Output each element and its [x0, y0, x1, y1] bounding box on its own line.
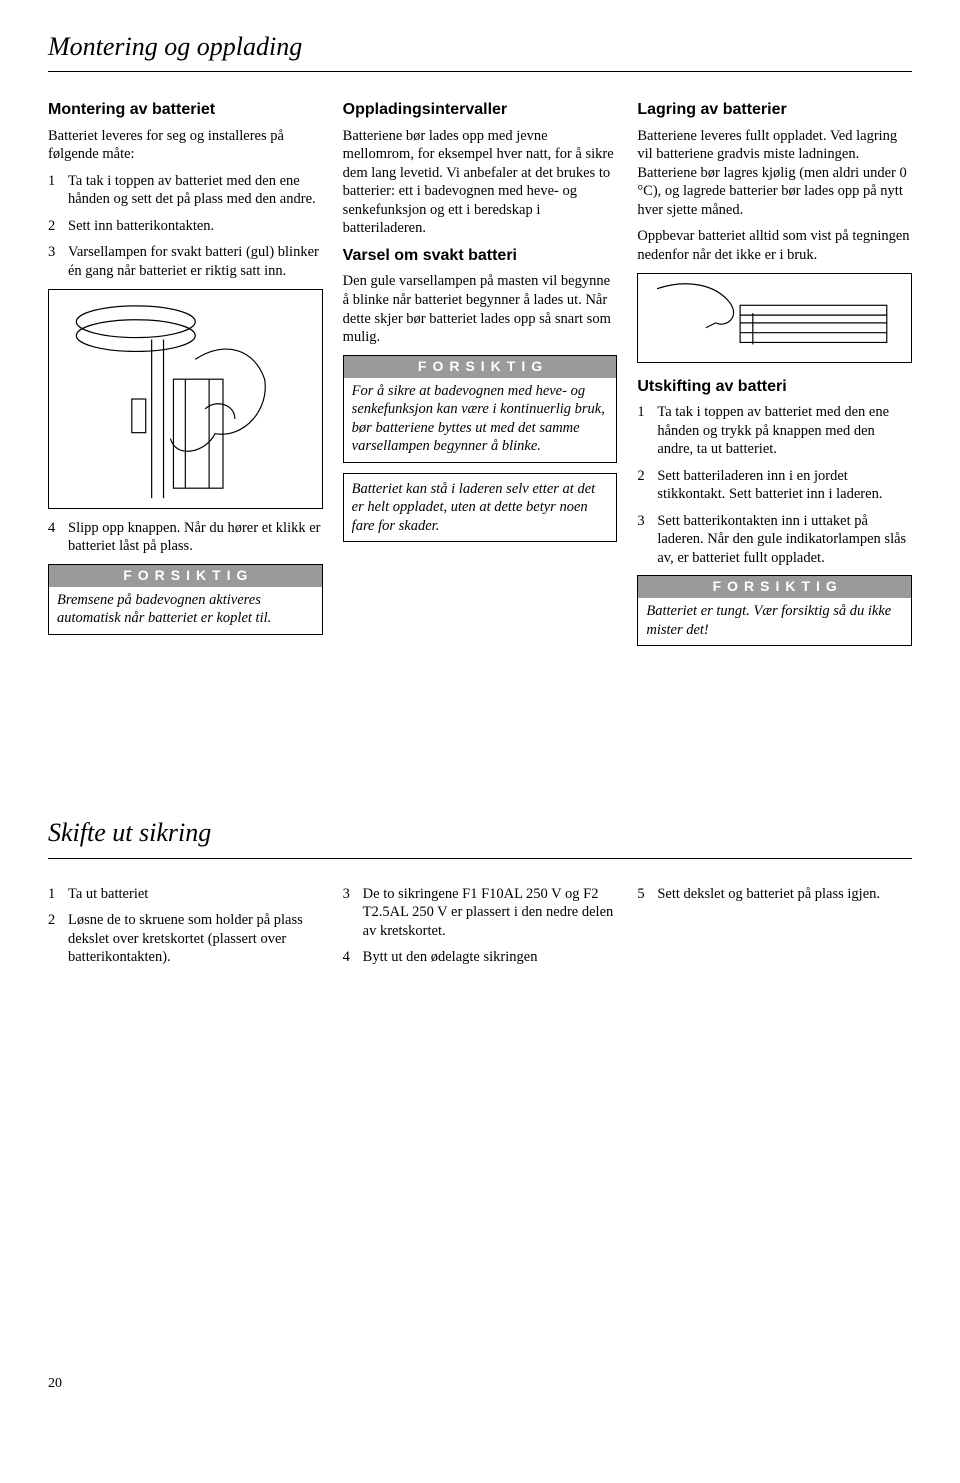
- step-text: De to sikringene F1 F10AL 250 V og F2 T2…: [363, 885, 618, 941]
- battery-install-icon: [49, 290, 322, 508]
- heading-low-battery: Varsel om svakt batteri: [343, 246, 618, 266]
- column-1: Montering av batteriet Batteriet leveres…: [48, 98, 323, 656]
- list-item: 3De to sikringene F1 F10AL 250 V og F2 T…: [343, 885, 618, 941]
- caution-text: For å sikre at badevognen med heve- og s…: [344, 378, 617, 462]
- fuse-steps-a: 1Ta ut batteriet 2Løsne de to skruene so…: [48, 885, 323, 967]
- step-text: Ta tak i toppen av batteriet med den ene…: [68, 172, 323, 209]
- step-number: 3: [343, 885, 363, 941]
- column-b3: 5Sett dekslet og batteriet på plass igje…: [637, 885, 912, 975]
- install-steps-cont: 4Slipp opp knappen. Når du hører et klik…: [48, 519, 323, 556]
- caution-text: Batteriet er tungt. Vær forsiktig så du …: [638, 598, 911, 645]
- heading-storage: Lagring av batterier: [637, 100, 912, 120]
- step-number: 2: [48, 911, 68, 967]
- battery-position-figure: [637, 273, 912, 363]
- list-item: 3Sett batterikontakten inn i uttaket på …: [637, 512, 912, 568]
- top-columns: Montering av batteriet Batteriet leveres…: [48, 98, 912, 656]
- step-text: Sett inn batterikontakten.: [68, 217, 323, 236]
- step-text: Varsellampen for svakt batteri (gul) bli…: [68, 243, 323, 280]
- battery-install-figure: [48, 289, 323, 509]
- step-text: Ta tak i toppen av batteriet med den ene…: [657, 403, 912, 459]
- note-box: Batteriet kan stå i laderen selv etter a…: [343, 473, 618, 543]
- step-number: 1: [48, 885, 68, 904]
- step-number: 2: [637, 467, 657, 504]
- step-text: Ta ut batteriet: [68, 885, 323, 904]
- intervals-text: Batteriene bør lades opp med jevne mello…: [343, 127, 618, 238]
- page-number: 20: [48, 1375, 912, 1393]
- step-number: 3: [637, 512, 657, 568]
- step-text: Slipp opp knappen. Når du hører et klikk…: [68, 519, 323, 556]
- caution-text: Bremsene på badevognen aktiveres automat…: [49, 587, 322, 634]
- step-text: Sett batterikontakten inn i uttaket på l…: [657, 512, 912, 568]
- list-item: 1Ta ut batteriet: [48, 885, 323, 904]
- storage-text-2: Oppbevar batteriet alltid som vist på te…: [637, 227, 912, 264]
- step-text: Sett batteriladeren inn i en jordet stik…: [657, 467, 912, 504]
- step-number: 2: [48, 217, 68, 236]
- list-item: 4Slipp opp knappen. Når du hører et klik…: [48, 519, 323, 556]
- caution-box: FORSIKTIG Batteriet er tungt. Vær forsik…: [637, 575, 912, 646]
- list-item: 1Ta tak i toppen av batteriet med den en…: [48, 172, 323, 209]
- list-item: 2Sett inn batterikontakten.: [48, 217, 323, 236]
- step-number: 4: [48, 519, 68, 556]
- caution-label: FORSIKTIG: [344, 356, 617, 378]
- step-number: 1: [48, 172, 68, 209]
- column-b1: 1Ta ut batteriet 2Løsne de to skruene so…: [48, 885, 323, 975]
- heading-replace: Utskifting av batteri: [637, 377, 912, 397]
- fuse-steps-b: 3De to sikringene F1 F10AL 250 V og F2 T…: [343, 885, 618, 967]
- replace-steps: 1Ta tak i toppen av batteriet med den en…: [637, 403, 912, 567]
- bottom-columns: 1Ta ut batteriet 2Løsne de to skruene so…: [48, 885, 912, 975]
- step-number: 1: [637, 403, 657, 459]
- low-battery-text: Den gule varsellampen på masten vil begy…: [343, 272, 618, 346]
- page-title-2: Skifte ut sikring: [48, 816, 912, 858]
- step-text: Bytt ut den ødelagte sikringen: [363, 948, 618, 967]
- step-number: 5: [637, 885, 657, 904]
- caution-box: FORSIKTIG For å sikre at badevognen med …: [343, 355, 618, 463]
- column-3: Lagring av batterier Batteriene leveres …: [637, 98, 912, 656]
- storage-text-1: Batteriene leveres fullt oppladet. Ved l…: [637, 127, 912, 220]
- caution-box: FORSIKTIG Bremsene på badevognen aktiver…: [48, 564, 323, 635]
- list-item: 3Varsellampen for svakt batteri (gul) bl…: [48, 243, 323, 280]
- battery-position-icon: [638, 274, 911, 362]
- list-item: 5Sett dekslet og batteriet på plass igje…: [637, 885, 912, 904]
- step-text: Sett dekslet og batteriet på plass igjen…: [657, 885, 912, 904]
- fuse-steps-c: 5Sett dekslet og batteriet på plass igje…: [637, 885, 912, 904]
- list-item: 2Løsne de to skruene som holder på plass…: [48, 911, 323, 967]
- column-2: Oppladingsintervaller Batteriene bør lad…: [343, 98, 618, 656]
- list-item: 1Ta tak i toppen av batteriet med den en…: [637, 403, 912, 459]
- list-item: 2Sett batteriladeren inn i en jordet sti…: [637, 467, 912, 504]
- step-number: 3: [48, 243, 68, 280]
- caution-label: FORSIKTIG: [638, 576, 911, 598]
- column-b2: 3De to sikringene F1 F10AL 250 V og F2 T…: [343, 885, 618, 975]
- list-item: 4Bytt ut den ødelagte sikringen: [343, 948, 618, 967]
- step-text: Løsne de to skruene som holder på plass …: [68, 911, 323, 967]
- heading-montering: Montering av batteriet: [48, 100, 323, 120]
- page-title-1: Montering og opplading: [48, 30, 912, 72]
- intro-text: Batteriet leveres for seg og installeres…: [48, 127, 323, 164]
- step-number: 4: [343, 948, 363, 967]
- caution-label: FORSIKTIG: [49, 565, 322, 587]
- heading-intervals: Oppladingsintervaller: [343, 100, 618, 120]
- install-steps: 1Ta tak i toppen av batteriet med den en…: [48, 172, 323, 281]
